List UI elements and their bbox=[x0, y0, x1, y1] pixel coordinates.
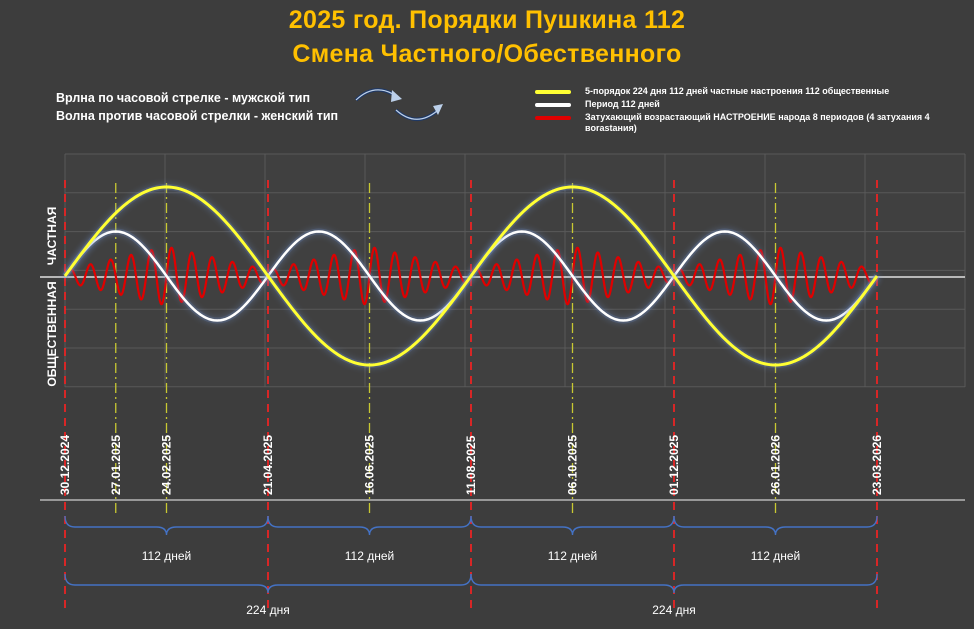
date-label: 21.04.2025 bbox=[261, 435, 275, 495]
date-label: 01.12.2025 bbox=[667, 435, 681, 495]
brace-label-112-days: 112 дней bbox=[548, 549, 597, 563]
brace-112-days bbox=[64, 515, 269, 536]
y-axis-label-upper: ЧАСТНАЯ bbox=[45, 207, 59, 265]
date-markers bbox=[64, 180, 878, 610]
brace-112-days bbox=[267, 515, 472, 536]
legend-label-red: Затухающий возрастающий НАСТРОЕНИЕ народ… bbox=[585, 112, 930, 133]
legend: 5-порядок 224 дня 112 дней частные настр… bbox=[535, 86, 955, 136]
series-yellow-224-day-wave bbox=[63, 185, 879, 367]
date-label: 26.01.2026 bbox=[769, 435, 783, 495]
date-label: 24.02.2025 bbox=[160, 435, 174, 495]
chart-grid bbox=[40, 153, 966, 501]
brace-112-days bbox=[673, 515, 878, 536]
date-label: 27.01.2025 bbox=[109, 435, 123, 495]
axis-labels: ЧАСТНАЯ ОБЩЕСТВЕННАЯ bbox=[45, 207, 59, 387]
brace-label-224-days: 224 дня bbox=[246, 603, 289, 617]
brace-224-days bbox=[64, 573, 472, 594]
chart-title-line1: 2025 год. Порядки Пушкина 112 bbox=[288, 6, 686, 34]
legend-label-yellow: 5-порядок 224 дня 112 дней частные настр… bbox=[585, 86, 890, 96]
date-label: 23.03.2026 bbox=[870, 435, 884, 495]
brace-label-112-days: 112 дней bbox=[751, 549, 800, 563]
brace-112-days bbox=[470, 515, 675, 536]
date-label: 11.08.2025 bbox=[464, 435, 478, 495]
series-layer bbox=[62, 183, 880, 369]
legend-swatch-white bbox=[535, 103, 571, 107]
legend-item-white: Период 112 дней bbox=[535, 99, 955, 110]
date-labels: 30.12.2024 27.01.2025 24.02.2025 21.04.2025… bbox=[58, 435, 884, 495]
legend-label-white: Период 112 дней bbox=[585, 99, 660, 109]
y-axis-label-lower: ОБЩЕСТВЕННАЯ bbox=[45, 281, 59, 386]
legend-swatch-yellow bbox=[535, 90, 571, 94]
legend-item-yellow: 5-порядок 224 дня 112 дней частные настр… bbox=[535, 86, 955, 97]
brace-224-days bbox=[470, 573, 878, 594]
legend-swatch-red bbox=[535, 116, 571, 120]
counterclockwise-wave-label: Волна против часовой стрелки - женский т… bbox=[56, 109, 339, 123]
clockwise-wave-label: Врлна по часовой стрелке - мужской тип bbox=[56, 91, 311, 105]
brace-label-224-days: 224 дня bbox=[652, 603, 695, 617]
legend-item-red: Затухающий возрастающий НАСТРОЕНИЕ народ… bbox=[535, 112, 955, 134]
period-braces: 112 дней 112 дней 112 дней 112 дней 224 дня 2… bbox=[64, 515, 878, 617]
chart-title-line2: Смена Частного/Обественного bbox=[292, 40, 682, 68]
brace-label-112-days: 112 дней bbox=[142, 549, 191, 563]
date-label: 16.06.2025 bbox=[363, 435, 377, 495]
circular-arrows-icon bbox=[354, 88, 443, 121]
date-label: 06.10.2025 bbox=[566, 435, 580, 495]
date-label: 30.12.2024 bbox=[58, 435, 72, 495]
brace-label-112-days: 112 дней bbox=[345, 549, 394, 563]
